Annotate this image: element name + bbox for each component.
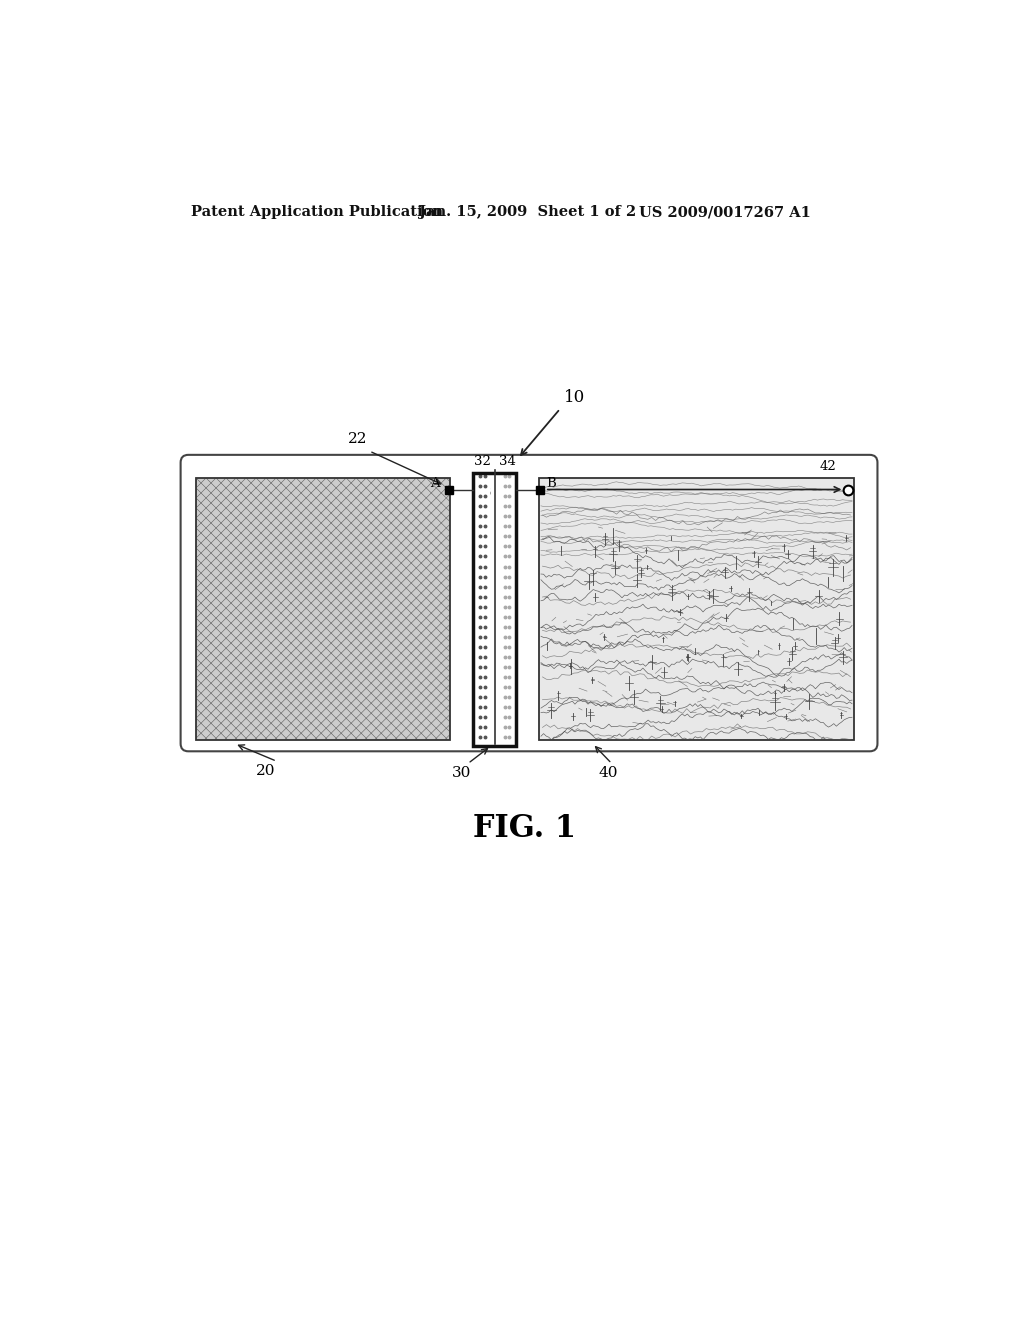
Bar [475, 470, 490, 743]
Text: 38: 38 [499, 488, 512, 499]
Text: B: B [546, 477, 556, 490]
Text: Jan. 15, 2009  Sheet 1 of 2: Jan. 15, 2009 Sheet 1 of 2 [419, 206, 637, 219]
Text: 40: 40 [598, 766, 617, 780]
Bar [473, 473, 516, 746]
Text: 22: 22 [348, 433, 368, 446]
Bar [196, 478, 451, 739]
Text: FIG. 1: FIG. 1 [473, 813, 577, 843]
Text: 36: 36 [477, 488, 492, 499]
Text: Patent Application Publication: Patent Application Publication [190, 206, 442, 219]
Text: US 2009/0017267 A1: US 2009/0017267 A1 [639, 206, 811, 219]
Text: A: A [430, 477, 439, 490]
Bar [539, 478, 854, 739]
Text: 30: 30 [452, 766, 471, 780]
Text: 34: 34 [499, 454, 515, 467]
Bar [500, 470, 515, 743]
Text: 32: 32 [474, 454, 490, 467]
Text: 10: 10 [564, 388, 586, 405]
Text: 42: 42 [819, 459, 837, 473]
Text: 20: 20 [256, 763, 275, 777]
